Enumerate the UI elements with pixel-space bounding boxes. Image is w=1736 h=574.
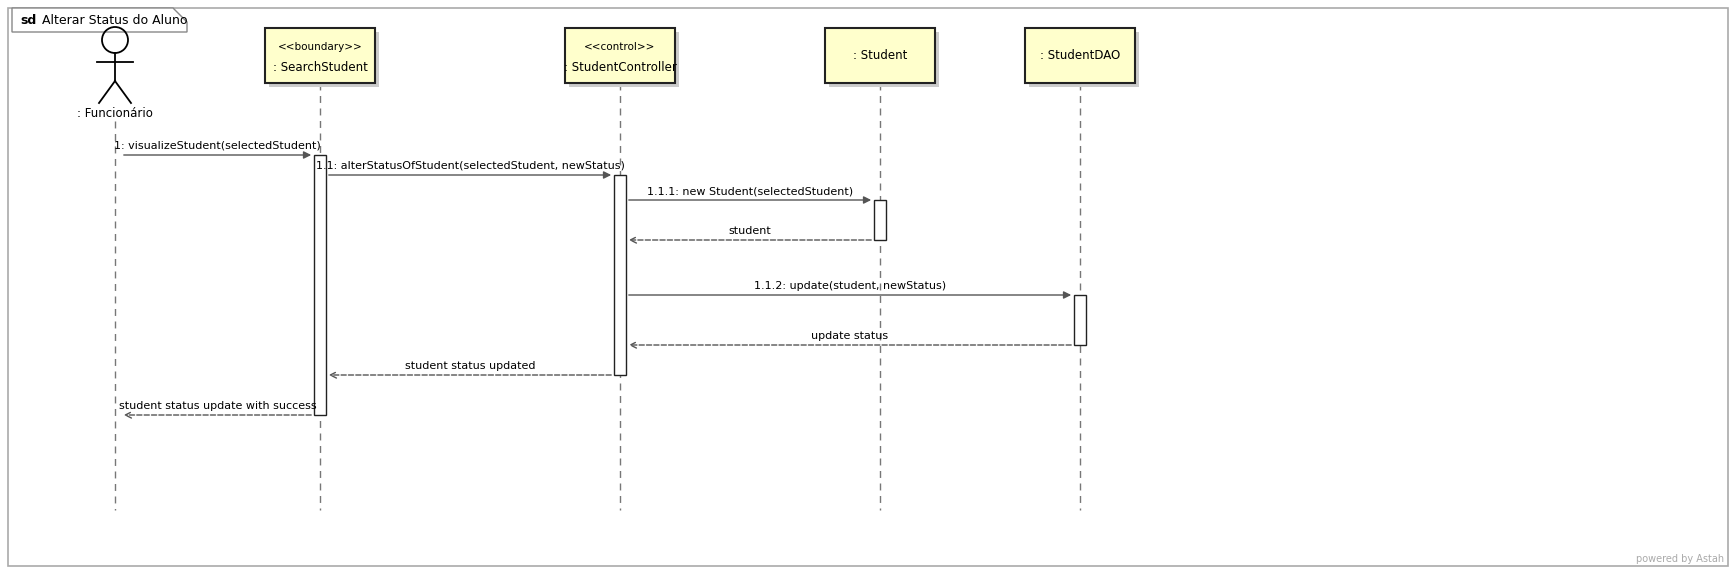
- Text: powered by Astah: powered by Astah: [1635, 554, 1724, 564]
- Text: update status: update status: [811, 331, 889, 341]
- Bar: [266, 28, 375, 83]
- Text: : Student: : Student: [852, 49, 908, 62]
- Text: sd: sd: [21, 14, 36, 28]
- Text: student: student: [729, 226, 771, 236]
- Text: : SearchStudent: : SearchStudent: [273, 61, 368, 74]
- Text: student status update with success: student status update with success: [118, 401, 316, 411]
- Bar: [314, 155, 326, 415]
- Bar: [564, 28, 675, 83]
- Bar: [1029, 32, 1139, 87]
- Text: : StudentController: : StudentController: [564, 61, 677, 74]
- Text: 1: visualizeStudent(selectedStudent): 1: visualizeStudent(selectedStudent): [115, 141, 321, 151]
- Bar: [873, 200, 885, 240]
- Bar: [1075, 295, 1087, 345]
- Text: <<boundary>>: <<boundary>>: [278, 42, 363, 52]
- Text: : StudentDAO: : StudentDAO: [1040, 49, 1120, 62]
- Polygon shape: [12, 8, 187, 32]
- Text: Alterar Status do Aluno: Alterar Status do Aluno: [38, 14, 187, 28]
- Text: 1.1.2: update(student, newStatus): 1.1.2: update(student, newStatus): [753, 281, 946, 291]
- Text: 1.1: alterStatusOfStudent(selectedStudent, newStatus): 1.1: alterStatusOfStudent(selectedStuden…: [316, 161, 625, 171]
- Text: : Funcionário: : Funcionário: [76, 107, 153, 120]
- Bar: [269, 32, 378, 87]
- Bar: [569, 32, 679, 87]
- Bar: [615, 175, 627, 375]
- Bar: [830, 32, 939, 87]
- Text: student status updated: student status updated: [404, 361, 535, 371]
- Text: <<control>>: <<control>>: [585, 42, 656, 52]
- Text: 1.1.1: new Student(selectedStudent): 1.1.1: new Student(selectedStudent): [648, 186, 852, 196]
- Bar: [825, 28, 936, 83]
- Bar: [1024, 28, 1135, 83]
